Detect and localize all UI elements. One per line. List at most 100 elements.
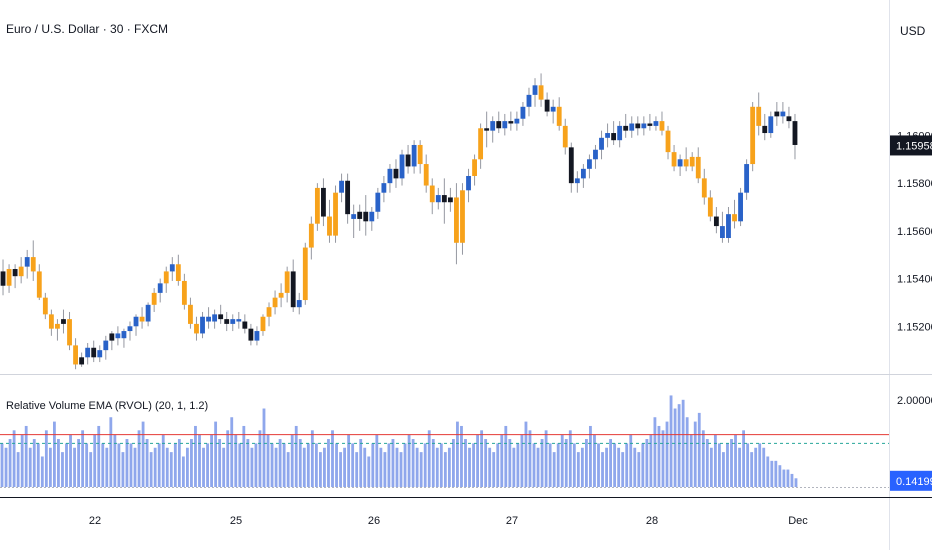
rvol-bar	[351, 443, 355, 487]
rvol-bar	[520, 434, 524, 487]
candle-body	[278, 292, 284, 298]
rvol-bar	[484, 439, 488, 487]
rvol-last-tag	[890, 470, 932, 491]
candle-body	[206, 316, 211, 322]
rvol-bar	[705, 439, 709, 487]
rvol-bar	[431, 439, 435, 487]
rvol-bar	[500, 434, 504, 487]
time-tick-label: 27	[506, 515, 518, 527]
rvol-bar	[335, 443, 338, 487]
rvol-bar	[185, 447, 189, 487]
rvol-bar	[742, 430, 746, 487]
candle-body	[248, 328, 254, 341]
candle-body	[284, 271, 290, 293]
candle-body	[447, 197, 453, 203]
candle-body	[12, 269, 18, 277]
candle-body	[327, 216, 332, 236]
rvol-bar	[379, 447, 383, 487]
rvol-bar	[625, 443, 629, 487]
symbol-title[interactable]: Euro / U.S. Dollar · 30 · FXCM	[6, 22, 169, 36]
rvol-bar	[40, 456, 44, 487]
rvol-bar	[681, 399, 685, 487]
candle-body	[599, 137, 604, 150]
rvol-bar	[355, 452, 359, 487]
rvol-bar	[145, 439, 149, 487]
rvol-bar	[4, 447, 8, 487]
indicator-pane[interactable]	[0, 395, 889, 488]
rvol-bar	[427, 430, 431, 487]
rvol-bar	[726, 443, 729, 487]
rvol-bar	[734, 434, 737, 487]
rvol-bar	[234, 434, 238, 487]
candle-body	[617, 125, 623, 141]
rvol-bar	[314, 443, 318, 487]
indicator-title[interactable]: Relative Volume EMA (RVOL) (20, 1, 1.2)	[6, 400, 209, 412]
rvol-bar	[709, 447, 713, 487]
rvol-bar	[290, 434, 294, 487]
rvol-bar	[435, 447, 439, 487]
candle-body	[333, 192, 338, 236]
rvol-bar	[97, 425, 101, 487]
candle-body	[375, 192, 381, 212]
rvol-bar	[0, 443, 4, 487]
rvol-bar	[177, 439, 181, 487]
rvol-bar	[766, 456, 770, 487]
candle-body	[188, 304, 193, 324]
rvol-bar	[181, 456, 185, 487]
rvol-bar	[504, 425, 508, 487]
candle-body	[562, 125, 568, 148]
candle-body	[139, 316, 145, 322]
rvol-bar	[250, 447, 254, 487]
rvol-bar	[641, 443, 645, 487]
candle-body	[496, 121, 502, 129]
candle-body	[266, 307, 272, 317]
candle-body	[538, 85, 544, 100]
candle-body	[629, 123, 635, 131]
rvol-bar	[16, 452, 20, 487]
price-pane[interactable]	[0, 73, 798, 370]
rvol-bar	[738, 447, 741, 487]
rvol-bar	[121, 452, 125, 487]
rvol-bar	[226, 430, 230, 487]
rvol-bar	[137, 430, 141, 487]
candle-body	[544, 99, 550, 112]
rvol-bar	[568, 430, 572, 487]
currency-label[interactable]: USD	[900, 24, 926, 38]
last-price-tag	[890, 135, 932, 156]
rvol-bar	[198, 434, 201, 487]
candle-body	[55, 323, 60, 329]
candle-body	[24, 257, 30, 267]
rvol-bar	[77, 439, 81, 487]
candle-body	[6, 269, 12, 286]
rvol-bar	[85, 443, 89, 487]
rvol-bar	[383, 452, 387, 487]
rvol-bar	[371, 443, 375, 487]
rvol-bar	[125, 439, 129, 487]
rvol-bar	[532, 443, 536, 487]
candle-body	[230, 319, 236, 324]
candle-body	[272, 297, 278, 308]
rvol-bar	[93, 434, 97, 487]
candle-body	[756, 106, 762, 126]
rvol-bar	[560, 434, 564, 487]
candle-body	[792, 121, 798, 145]
candle-body	[556, 106, 562, 126]
candle-body	[762, 125, 768, 134]
rvol-bar	[451, 439, 455, 487]
rvol-bar	[339, 452, 342, 487]
rvol-bar	[697, 412, 701, 487]
candle-body	[61, 319, 66, 324]
candle-body	[163, 271, 169, 284]
candle-body	[308, 223, 314, 248]
rvol-bar	[492, 452, 496, 487]
rvol-bar	[750, 452, 754, 487]
candle-body	[665, 130, 671, 153]
candle-body	[466, 175, 471, 191]
time-tick-label: 26	[368, 515, 380, 527]
candle-body	[713, 216, 719, 227]
rvol-bar	[685, 417, 689, 487]
rvol-bar	[48, 447, 52, 487]
candle-body	[254, 331, 260, 341]
rvol-bar	[262, 408, 266, 487]
